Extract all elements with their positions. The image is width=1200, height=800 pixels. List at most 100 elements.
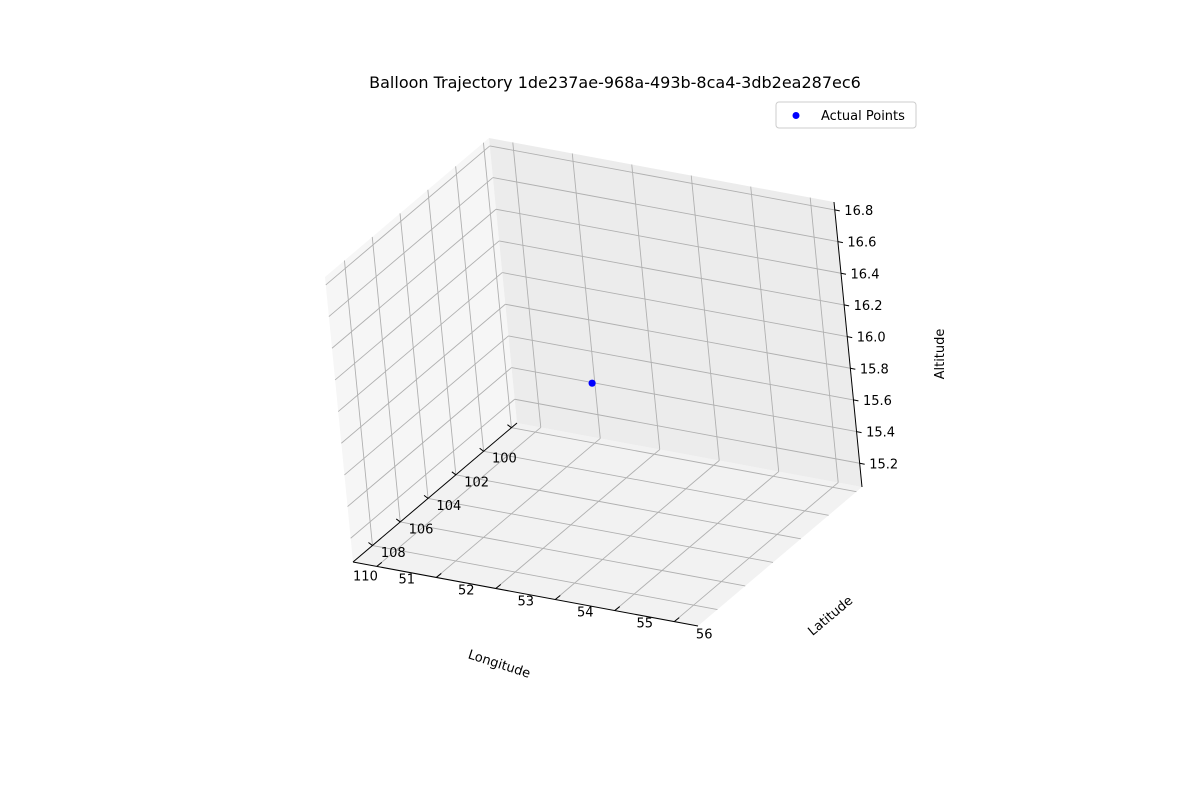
legend-entry-actual-points: Actual Points xyxy=(821,109,905,124)
grid-line-x-0 xyxy=(511,427,857,493)
z-tick-label: 16.4 xyxy=(851,267,880,282)
y-axis-label: Latitude xyxy=(805,593,856,639)
grid-line-x-wall-1 xyxy=(455,166,485,452)
x-tick-label: 108 xyxy=(381,546,406,561)
z-tick-label: 15.8 xyxy=(860,362,889,377)
grid-line-x-wall-5 xyxy=(344,260,373,546)
grid-line-x-wall-0 xyxy=(482,142,512,428)
z-tick-label: 16.8 xyxy=(844,204,873,219)
x-tick-label: 104 xyxy=(436,499,461,514)
legend-box xyxy=(775,101,917,129)
x-tick-label: 110 xyxy=(353,570,378,585)
grid-line-y-0 xyxy=(376,427,542,567)
y-tick-mark xyxy=(376,562,383,567)
grid-line-x-4 xyxy=(400,521,746,587)
z-tick-mark xyxy=(847,336,853,339)
grid-line-y-wall-2 xyxy=(631,164,661,450)
grid-line-x-2 xyxy=(455,474,801,540)
grid-line-z-6 xyxy=(331,208,497,349)
y-tick-label: 52 xyxy=(458,583,475,598)
x-tick-label: 102 xyxy=(464,475,489,490)
data-points xyxy=(588,379,596,387)
grid-line-z-wall-6 xyxy=(495,208,842,274)
grid-line-z-0 xyxy=(350,398,515,539)
x-tick-mark xyxy=(423,494,429,499)
grid-line-x-3 xyxy=(427,497,774,563)
y-axis-line xyxy=(352,561,699,627)
z-tick-label: 16.0 xyxy=(857,331,886,346)
y-tick-label: 55 xyxy=(636,617,653,632)
floor-pane xyxy=(353,423,862,626)
z-tick-mark xyxy=(856,431,862,434)
grid-lines xyxy=(325,142,860,622)
z-tick-label: 16.6 xyxy=(847,236,876,251)
grid-line-z-1 xyxy=(347,367,512,507)
z-tick-label: 15.6 xyxy=(863,394,892,409)
grid-line-z-wall-2 xyxy=(508,335,854,401)
grid-line-y-4 xyxy=(614,471,780,611)
axis-lines xyxy=(352,201,863,627)
x-tick-mark xyxy=(507,424,512,429)
x-tick-mark xyxy=(368,542,373,546)
z-tick-mark xyxy=(844,304,850,307)
grid-line-x-5 xyxy=(372,545,718,610)
grid-line-y-wall-1 xyxy=(571,153,601,439)
z-tick-label: 16.2 xyxy=(854,299,883,314)
grid-line-z-5 xyxy=(334,240,500,381)
legend-marker xyxy=(792,112,800,119)
z-tick-mark xyxy=(840,272,847,275)
x-tick-label: 100 xyxy=(492,452,517,467)
x-axis-label: Longitude xyxy=(466,648,532,682)
y-tick-mark xyxy=(495,584,502,589)
z-tick-label: 15.4 xyxy=(866,426,895,441)
grid-line-y-2 xyxy=(495,449,661,589)
z-tick-mark xyxy=(859,462,865,465)
z-tick-mark xyxy=(850,367,856,370)
data-point xyxy=(588,379,596,387)
z-tick-mark xyxy=(853,399,859,402)
x-axis-line xyxy=(352,422,518,563)
x-tick-mark xyxy=(479,447,484,452)
grid-line-z-3 xyxy=(341,303,506,444)
grid-line-z-8 xyxy=(325,145,491,286)
y-tick-mark xyxy=(554,595,561,600)
grid-line-z-wall-8 xyxy=(489,145,835,211)
grid-line-z-wall-1 xyxy=(511,367,857,433)
grid-line-x-wall-4 xyxy=(371,236,401,522)
grid-line-z-wall-7 xyxy=(492,177,838,243)
grid-line-z-wall-3 xyxy=(505,303,851,369)
grid-line-y-1 xyxy=(435,438,601,578)
grid-line-y-wall-4 xyxy=(750,186,780,472)
grid-line-z-2 xyxy=(344,335,509,476)
x-tick-mark xyxy=(395,518,401,523)
legend: Actual Points xyxy=(775,101,917,129)
y-tick-label: 51 xyxy=(399,572,416,587)
grid-line-z-wall-4 xyxy=(502,272,848,338)
grid-line-y-3 xyxy=(554,460,720,600)
grid-line-y-wall-0 xyxy=(512,142,542,428)
z-tick-mark xyxy=(834,209,840,212)
grid-line-z-wall-0 xyxy=(514,398,860,464)
grid-line-z-4 xyxy=(337,272,503,412)
grid-line-x-wall-3 xyxy=(399,213,429,499)
y-tick-mark xyxy=(614,606,621,611)
z-tick-label: 15.2 xyxy=(869,457,898,472)
y-tick-label: 54 xyxy=(577,606,594,621)
z-axis-label: Altitude xyxy=(933,329,948,380)
y-tick-mark xyxy=(673,617,680,622)
y-tick-label: 56 xyxy=(696,628,713,643)
x-tick-mark xyxy=(451,471,457,476)
grid-line-z-7 xyxy=(328,177,494,317)
grid-line-y-wall-3 xyxy=(690,175,720,461)
grid-line-y-5 xyxy=(673,482,839,622)
z-tick-mark xyxy=(837,241,843,244)
grid-line-y-wall-5 xyxy=(809,197,839,483)
y-tick-label: 53 xyxy=(517,594,534,609)
chart-title: Balloon Trajectory 1de237ae-968a-493b-8c… xyxy=(369,73,861,92)
x-tick-label: 106 xyxy=(409,522,434,537)
grid-line-z-wall-5 xyxy=(499,240,845,306)
grid-line-x-1 xyxy=(483,450,829,516)
y-tick-mark xyxy=(435,573,442,578)
